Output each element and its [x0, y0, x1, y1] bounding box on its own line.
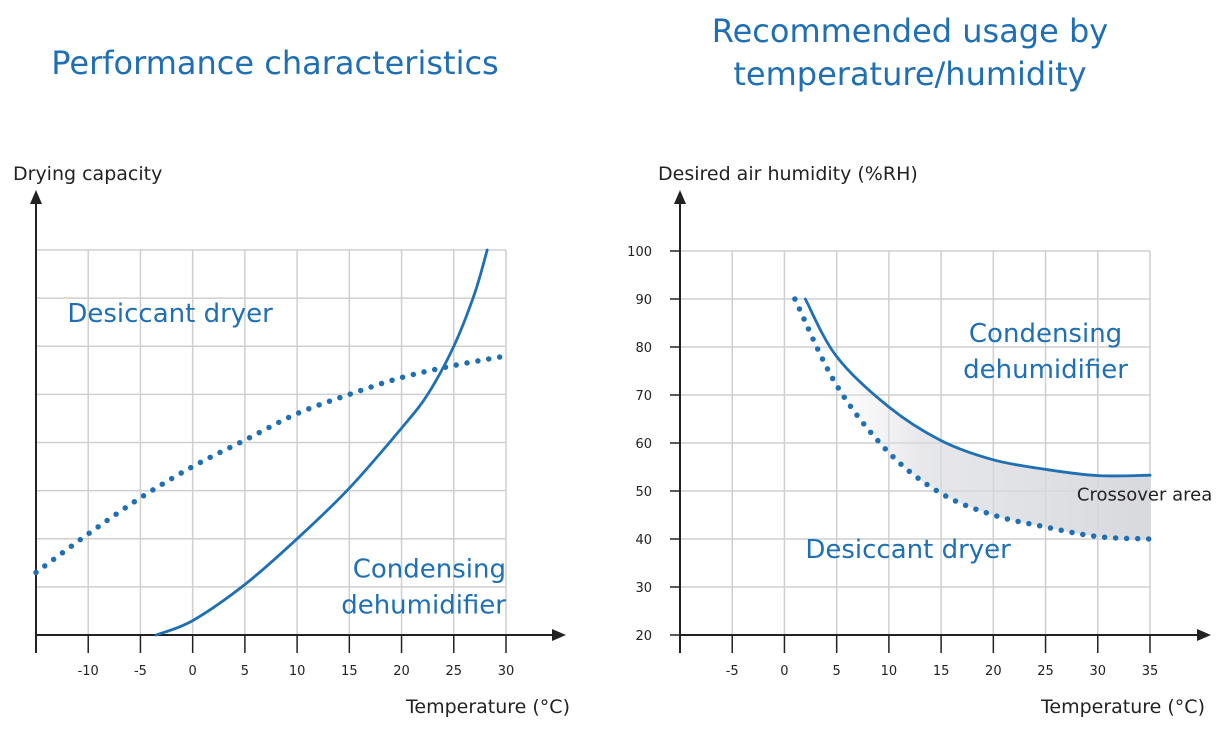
- c0-y-axis-arrow: [30, 190, 42, 204]
- c0-x-tick-label: 0: [189, 664, 197, 679]
- c1-x-tick-label: 30: [1090, 664, 1107, 679]
- c1-y-axis-title: Desired air humidity (%RH): [658, 163, 918, 185]
- crossover-area-fill: [794, 299, 1150, 539]
- c1-x-tick-label: 10: [881, 664, 898, 679]
- c1-y-tick-label: 100: [627, 245, 652, 260]
- c1-x-tick-label: 35: [1142, 664, 1159, 679]
- left-chart-title: Performance characteristics: [51, 44, 499, 82]
- c1-y-tick-label: 70: [635, 389, 652, 404]
- performance-chart: -10 -5 0 5 10 15 20 25 30 Drying capacity Temperat…: [13, 163, 570, 718]
- c1-y-tick-label: 50: [635, 485, 652, 500]
- c0-x-axis-title: Temperature (°C): [405, 696, 570, 718]
- c1-x-tick-label: 15: [933, 664, 950, 679]
- c0-x-tick-label: 20: [393, 664, 410, 679]
- c1-y-axis-arrow: [674, 190, 686, 204]
- c1-annotation-line: Condensing: [969, 319, 1122, 349]
- right-chart-title-line-1: Recommended usage by: [711, 12, 1109, 50]
- c0-x-tick-label: 30: [498, 664, 515, 679]
- right-chart-title: Recommended usage by temperature/humidit…: [660, 10, 1160, 96]
- c1-series-solid-line: [803, 297, 1152, 478]
- c1-y-tick-label: 60: [635, 437, 652, 452]
- c1-x-tick-label: 25: [1037, 664, 1054, 679]
- usage-chart: -5 0 5 10 15 20 25 30 35 20 30 40 50 60 70 80 90 100 Desir…: [627, 163, 1212, 718]
- c1-x-axis-arrow: [1197, 629, 1211, 641]
- c0-annotation-line: dehumidifier: [341, 590, 506, 620]
- c1-annotation-line: dehumidifier: [963, 355, 1128, 385]
- c0-x-tick-label: -10: [78, 664, 99, 679]
- c0-y-axis-title: Drying capacity: [13, 163, 162, 185]
- c1-x-axis-title: Temperature (°C): [1040, 696, 1205, 718]
- c1-x-tick-label: 20: [985, 664, 1002, 679]
- c1-annotation: Desiccant dryer: [805, 535, 1011, 565]
- c0-annotation-line: Condensing: [353, 554, 506, 584]
- c0-x-tick-label: 25: [446, 664, 463, 679]
- right-chart-title-line-2: temperature/humidity: [733, 55, 1087, 93]
- c1-x-tick-label: -5: [726, 664, 739, 679]
- c1-x-tick-label: 5: [833, 664, 841, 679]
- c1-y-tick-label: 20: [635, 629, 652, 644]
- c0-series-dotted-line: [33, 353, 509, 576]
- c0-annotation: Desiccant dryer: [67, 299, 273, 329]
- c0-x-tick-label: 5: [241, 664, 249, 679]
- c1-crossover-label: Crossover area: [1077, 485, 1212, 506]
- c1-y-tick-label: 40: [635, 533, 652, 548]
- c0-x-axis-arrow: [552, 629, 566, 641]
- c1-y-tick-label: 80: [635, 341, 652, 356]
- c1-y-tick-label: 90: [635, 293, 652, 308]
- c0-x-tick-label: 10: [289, 664, 306, 679]
- c1-x-tick-label: 0: [780, 664, 788, 679]
- c0-series-solid-line: [154, 248, 489, 637]
- c0-x-tick-label: 15: [341, 664, 358, 679]
- c0-x-tick-label: -5: [134, 664, 147, 679]
- c1-y-tick-label: 30: [635, 581, 652, 596]
